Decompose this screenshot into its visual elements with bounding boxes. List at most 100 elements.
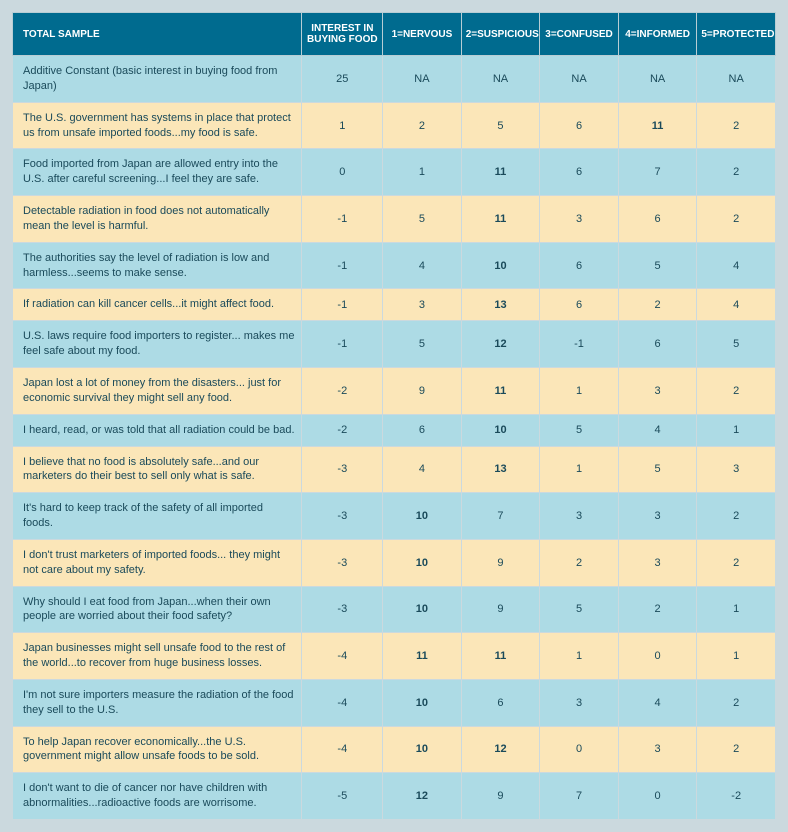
table-cell: 1 — [697, 633, 776, 680]
table-row: I heard, read, or was told that all radi… — [13, 414, 776, 446]
table-cell: 12 — [461, 726, 540, 773]
data-table: TOTAL SAMPLE INTEREST IN BUYING FOOD 1=N… — [12, 12, 776, 820]
table-cell: 1 — [540, 446, 619, 493]
table-row: Additive Constant (basic interest in buy… — [13, 56, 776, 103]
row-label: I don't trust marketers of imported food… — [13, 539, 302, 586]
table-cell: -3 — [302, 586, 383, 633]
table-row: The U.S. government has systems in place… — [13, 102, 776, 149]
table-cell: 10 — [461, 414, 540, 446]
table-cell: NA — [618, 56, 697, 103]
table-row: To help Japan recover economically...the… — [13, 726, 776, 773]
row-label: Food imported from Japan are allowed ent… — [13, 149, 302, 196]
table-cell: -4 — [302, 679, 383, 726]
table-cell: 3 — [618, 539, 697, 586]
table-cell: 5 — [540, 414, 619, 446]
table-row: I believe that no food is absolutely saf… — [13, 446, 776, 493]
row-label: It's hard to keep track of the safety of… — [13, 493, 302, 540]
table-cell: 11 — [461, 149, 540, 196]
table-cell: 0 — [540, 726, 619, 773]
table-cell: 5 — [383, 321, 462, 368]
table-cell: 2 — [540, 539, 619, 586]
table-cell: 3 — [540, 493, 619, 540]
table-cell: 3 — [618, 493, 697, 540]
table-cell: 7 — [461, 493, 540, 540]
table-row: Detectable radiation in food does not au… — [13, 196, 776, 243]
table-body: Additive Constant (basic interest in buy… — [13, 56, 776, 820]
table-cell: 10 — [383, 726, 462, 773]
table-cell: 4 — [697, 289, 776, 321]
row-label: Additive Constant (basic interest in buy… — [13, 56, 302, 103]
table-cell: 1 — [697, 414, 776, 446]
row-label: I don't want to die of cancer nor have c… — [13, 773, 302, 820]
table-row: Why should I eat food from Japan...when … — [13, 586, 776, 633]
table-cell: 9 — [461, 586, 540, 633]
row-label: Japan lost a lot of money from the disas… — [13, 367, 302, 414]
table-cell: -3 — [302, 539, 383, 586]
row-label: Japan businesses might sell unsafe food … — [13, 633, 302, 680]
table-cell: 10 — [383, 539, 462, 586]
table-cell: 1 — [383, 149, 462, 196]
table-cell: 10 — [383, 679, 462, 726]
table-cell: -1 — [302, 289, 383, 321]
table-cell: 2 — [697, 493, 776, 540]
col-header-nervous: 1=NERVOUS — [383, 13, 462, 56]
table-cell: 1 — [302, 102, 383, 149]
table-cell: 6 — [540, 242, 619, 289]
table-cell: 5 — [461, 102, 540, 149]
table-cell: 3 — [540, 679, 619, 726]
table-cell: NA — [540, 56, 619, 103]
table-cell: 1 — [697, 586, 776, 633]
table-cell: -1 — [302, 242, 383, 289]
table-row: The authorities say the level of radiati… — [13, 242, 776, 289]
table-row: Food imported from Japan are allowed ent… — [13, 149, 776, 196]
table-cell: 6 — [540, 149, 619, 196]
table-row: If radiation can kill cancer cells...it … — [13, 289, 776, 321]
row-label: I heard, read, or was told that all radi… — [13, 414, 302, 446]
table-cell: 2 — [697, 102, 776, 149]
table-cell: -1 — [302, 321, 383, 368]
table-cell: 2 — [697, 726, 776, 773]
row-label: U.S. laws require food importers to regi… — [13, 321, 302, 368]
table-cell: NA — [461, 56, 540, 103]
row-label: Detectable radiation in food does not au… — [13, 196, 302, 243]
table-cell: 6 — [461, 679, 540, 726]
row-label: The U.S. government has systems in place… — [13, 102, 302, 149]
table-cell: 12 — [461, 321, 540, 368]
table-cell: 2 — [618, 586, 697, 633]
table-cell: -2 — [697, 773, 776, 820]
table-cell: 11 — [461, 633, 540, 680]
table-cell: 4 — [618, 679, 697, 726]
table-cell: 13 — [461, 446, 540, 493]
table-cell: 3 — [697, 446, 776, 493]
row-label: The authorities say the level of radiati… — [13, 242, 302, 289]
table-cell: 6 — [618, 196, 697, 243]
table-cell: 2 — [697, 679, 776, 726]
table-cell: 3 — [383, 289, 462, 321]
table-cell: 2 — [618, 289, 697, 321]
table-row: I'm not sure importers measure the radia… — [13, 679, 776, 726]
table-cell: NA — [383, 56, 462, 103]
table-cell: 4 — [383, 446, 462, 493]
table-cell: 10 — [383, 493, 462, 540]
table-cell: -4 — [302, 633, 383, 680]
table-cell: 1 — [540, 633, 619, 680]
table-cell: -2 — [302, 414, 383, 446]
table-cell: -1 — [302, 196, 383, 243]
table-cell: -3 — [302, 493, 383, 540]
table-cell: NA — [697, 56, 776, 103]
table-cell: 2 — [697, 539, 776, 586]
table-cell: 5 — [697, 321, 776, 368]
table-cell: 5 — [383, 196, 462, 243]
table-cell: -2 — [302, 367, 383, 414]
table-row: Japan businesses might sell unsafe food … — [13, 633, 776, 680]
table-cell: -3 — [302, 446, 383, 493]
table-cell: 6 — [383, 414, 462, 446]
table-cell: -1 — [540, 321, 619, 368]
col-header-confused: 3=CONFUSED — [540, 13, 619, 56]
row-label: Why should I eat food from Japan...when … — [13, 586, 302, 633]
table-cell: 0 — [302, 149, 383, 196]
row-label: I'm not sure importers measure the radia… — [13, 679, 302, 726]
table-cell: 0 — [618, 773, 697, 820]
col-header-protected: 5=PROTECTED — [697, 13, 776, 56]
table-cell: 3 — [618, 726, 697, 773]
